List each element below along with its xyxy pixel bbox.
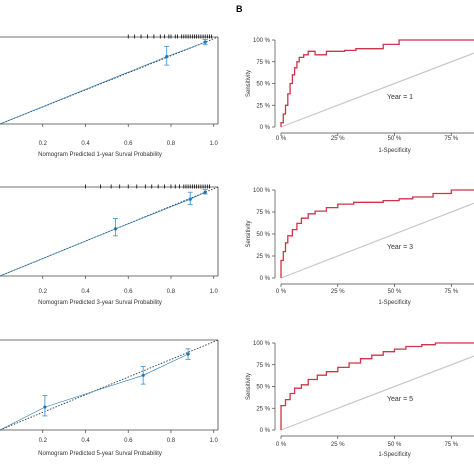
x-tick-label: 0.8 [167,289,176,295]
y-tick-label: 25 % [256,254,270,260]
x-tick-label: 50 % [388,136,402,142]
year-annotation: Year = 1 [387,94,413,101]
x-tick-label: 25 % [331,442,345,448]
x-tick-label: 75 % [444,136,458,142]
roc-curve [280,39,474,127]
roc-plot-1: 0 % 25 % 50 % 75 % 100 % 0 % 25 % 50 % 75 % 1-Spe… [246,38,474,154]
x-tick-label: 0.2 [39,289,48,295]
calibration-plot-2: 0.2 0.4 0.6 0.8 1.0 Nomogram Predicted 3-year… [0,184,219,306]
y-tick-label: 100 % [253,341,271,347]
x-tick-label: 0.8 [167,141,176,147]
x-axis-title: 1-Specificity [378,300,410,306]
y-tick-label: 0 % [260,276,271,282]
calibration-point [141,373,145,377]
y-tick-label: 50 % [256,232,270,238]
reference-diagonal-line [280,52,474,128]
calibration-point [113,227,118,231]
x-tick-label: 1.0 [210,438,219,444]
y-tick-label: 100 % [253,188,271,194]
roc-plot-2: 0 % 25 % 50 % 75 % 100 % 0 % 25 % 50 % 75 % 1-Spe… [246,188,474,306]
x-axis-title: Nomogram Predicted 1-year Surval Probabi… [38,152,162,158]
x-tick-label: 0.6 [124,141,133,147]
y-tick-label: 50 % [256,385,270,391]
x-tick-label: 25 % [331,136,345,142]
roc-plot-3: 0 % 25 % 50 % 75 % 100 % 0 % 25 % 50 % 75 % 1-Spe… [246,341,474,458]
year-annotation: Year = 3 [387,244,413,251]
y-tick-label: 50 % [256,82,270,88]
calibration-line [0,191,206,277]
calibration-point [188,197,192,201]
y-tick-label: 75 % [256,60,270,66]
calibration-line [0,353,189,431]
y-tick-label: 75 % [256,210,270,216]
x-tick-label: 50 % [388,442,402,448]
x-tick-label: 1.0 [210,289,219,295]
calibration-plot-1: 0.2 0.4 0.6 0.8 1.0 Nomogram Predicted 1-year… [0,34,219,158]
x-axis-title: 1-Specificity [378,148,410,154]
x-tick-label: 0.4 [81,289,90,295]
calibration-line [0,41,206,125]
x-axis-title: Nomogram Predicted 3-year Surval Probabi… [38,300,162,306]
panel-b-label: B [236,4,243,14]
x-axis-title: 1-Specificity [378,452,410,458]
y-axis-title: Sensitivity [246,373,252,400]
x-tick-label: 0.8 [167,438,176,444]
calibration-point [165,55,169,59]
x-tick-label: 0.6 [124,438,133,444]
x-tick-label: 1.0 [210,141,219,147]
roc-curve [280,189,474,278]
y-tick-label: 25 % [256,103,270,109]
y-tick-label: 25 % [256,406,270,412]
x-tick-label: 25 % [331,289,345,295]
reference-diagonal-line [280,355,474,431]
x-tick-label: 0.4 [81,141,90,147]
year-annotation: Year = 5 [387,396,413,403]
ideal-diagonal-line [0,339,219,431]
x-tick-label: 75 % [444,442,458,448]
calibration-point [43,405,47,409]
calibration-plot-3: 0.2 0.4 0.6 0.8 1.0 Nomogram Predicted 5-year… [0,339,219,457]
calibration-point [186,352,190,356]
y-tick-label: 100 % [253,38,271,44]
roc-curve [280,342,474,430]
x-tick-label: 0.2 [39,438,48,444]
x-tick-label: 75 % [444,289,458,295]
x-tick-label: 0.2 [39,141,48,147]
y-axis-title: Sensitivity [246,70,252,97]
y-tick-label: 75 % [256,363,270,369]
x-tick-label: 0.6 [124,289,133,295]
y-axis-title: Sensitivity [246,220,252,247]
x-tick-label: 0 % [276,136,287,142]
calibration-point [203,40,207,44]
x-axis-title: Nomogram Predicted 5-year Surval Probabi… [38,451,162,457]
x-tick-label: 0 % [276,442,287,448]
x-tick-label: 0.4 [81,438,90,444]
y-tick-label: 0 % [260,428,271,434]
x-tick-label: 0 % [276,289,287,295]
reference-diagonal-line [280,202,474,279]
y-tick-label: 0 % [260,125,271,131]
x-tick-label: 50 % [388,289,402,295]
calibration-point [203,190,207,194]
